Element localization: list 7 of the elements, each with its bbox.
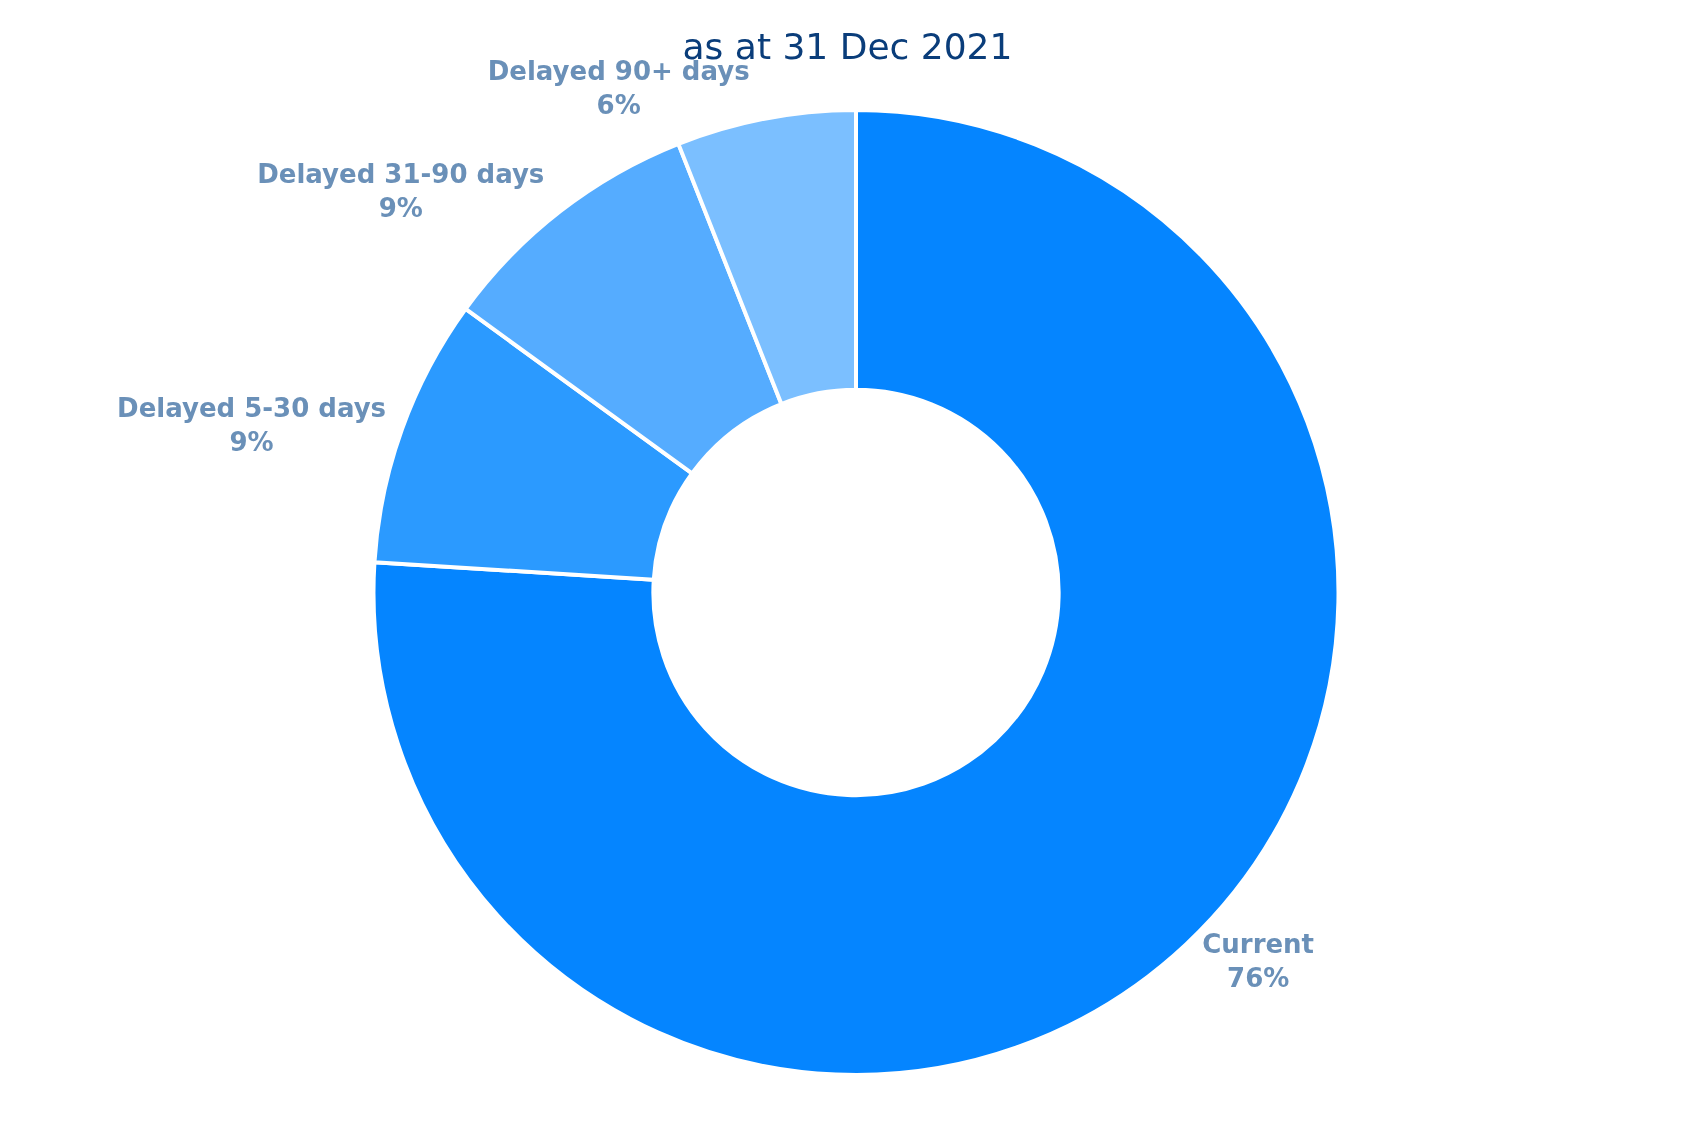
slice-label: Delayed 31-90 days [257,159,545,190]
slice-label: Delayed 5-30 days [117,393,387,424]
data-label: 9% [229,427,274,458]
data-label: 76% [1227,963,1290,994]
data-label: 9% [378,193,423,224]
slice-label: Current [1202,929,1315,960]
data-label: 6% [596,89,641,120]
